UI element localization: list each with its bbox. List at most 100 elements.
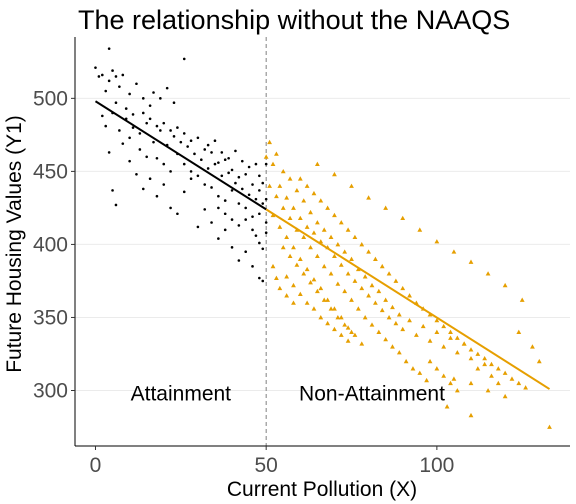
data-point-non-attainment xyxy=(342,322,348,327)
data-point-non-attainment xyxy=(342,249,348,254)
data-point-non-attainment xyxy=(451,376,457,381)
data-point-non-attainment xyxy=(270,263,276,269)
data-point-non-attainment xyxy=(267,183,272,188)
data-point-non-attainment xyxy=(332,212,337,218)
data-point-attainment xyxy=(182,190,186,194)
data-point-non-attainment xyxy=(454,388,460,393)
data-point-non-attainment xyxy=(489,373,494,378)
data-point-non-attainment xyxy=(448,335,453,340)
data-point-non-attainment xyxy=(318,315,324,320)
data-point-non-attainment xyxy=(349,329,354,334)
data-point-attainment xyxy=(138,148,142,151)
data-point-attainment xyxy=(196,225,200,229)
data-point-attainment xyxy=(244,250,247,254)
data-point-attainment xyxy=(258,212,261,216)
data-point-non-attainment xyxy=(352,234,358,240)
data-point-non-attainment xyxy=(468,259,474,264)
data-point-attainment xyxy=(264,162,268,166)
data-point-non-attainment xyxy=(427,358,433,364)
data-point-non-attainment xyxy=(280,205,286,210)
data-point-non-attainment xyxy=(335,315,341,320)
data-point-attainment xyxy=(128,136,131,140)
data-point-attainment xyxy=(189,170,193,173)
data-point-non-attainment xyxy=(352,332,358,337)
data-point-attainment xyxy=(264,221,268,224)
data-point-non-attainment xyxy=(441,323,447,329)
y-tick-label: 400 xyxy=(33,233,68,256)
data-point-non-attainment xyxy=(352,278,358,283)
data-point-attainment xyxy=(131,113,135,116)
data-point-attainment xyxy=(261,181,265,185)
data-point-non-attainment xyxy=(400,326,406,332)
data-point-attainment xyxy=(264,197,268,201)
data-point-non-attainment xyxy=(318,285,324,291)
data-point-non-attainment xyxy=(287,215,293,221)
data-point-non-attainment xyxy=(366,293,371,298)
data-point-non-attainment xyxy=(287,253,293,259)
data-point-non-attainment xyxy=(314,161,320,167)
data-point-non-attainment xyxy=(301,198,307,203)
data-point-non-attainment xyxy=(328,234,334,240)
data-point-attainment xyxy=(176,212,179,216)
data-point-attainment xyxy=(217,237,220,240)
data-point-non-attainment xyxy=(393,278,399,283)
data-point-attainment xyxy=(172,101,176,105)
data-point-non-attainment xyxy=(318,198,324,203)
data-point-non-attainment xyxy=(325,320,331,326)
data-point-non-attainment xyxy=(359,341,365,346)
data-point-non-attainment xyxy=(383,297,389,302)
data-point-attainment xyxy=(165,86,169,90)
data-point-attainment xyxy=(234,149,237,153)
data-point-non-attainment xyxy=(335,281,341,286)
y-tick-label: 350 xyxy=(33,306,68,329)
data-point-non-attainment xyxy=(434,317,440,323)
data-point-non-attainment xyxy=(516,329,522,334)
data-point-attainment xyxy=(223,228,227,232)
x-tick-label: 50 xyxy=(254,454,277,477)
data-point-attainment xyxy=(155,124,159,128)
data-point-attainment xyxy=(111,189,114,192)
data-point-non-attainment xyxy=(287,176,293,181)
y-tick-label: 500 xyxy=(33,87,68,110)
data-point-attainment xyxy=(107,151,111,154)
data-point-non-attainment xyxy=(345,338,351,343)
data-point-attainment xyxy=(258,189,261,192)
data-point-non-attainment xyxy=(342,288,348,294)
data-point-non-attainment xyxy=(325,205,331,210)
data-point-non-attainment xyxy=(332,306,337,311)
x-tick-label: 100 xyxy=(419,454,454,477)
data-point-attainment xyxy=(118,129,121,132)
data-point-attainment xyxy=(220,151,224,154)
data-point-attainment xyxy=(193,152,196,156)
chart-title: The relationship without the NAAQS xyxy=(78,5,510,35)
data-point-attainment xyxy=(182,57,186,61)
data-point-non-attainment xyxy=(311,230,317,235)
data-point-attainment xyxy=(206,167,210,170)
data-point-attainment xyxy=(230,246,234,249)
data-point-non-attainment xyxy=(267,139,272,145)
data-point-non-attainment xyxy=(407,293,412,298)
data-point-attainment xyxy=(240,187,244,191)
y-tick-label: 450 xyxy=(33,160,68,183)
data-point-non-attainment xyxy=(291,282,296,288)
data-point-attainment xyxy=(107,47,111,50)
data-point-attainment xyxy=(101,73,104,77)
data-point-non-attainment xyxy=(308,244,313,250)
data-point-attainment xyxy=(206,143,210,147)
data-point-non-attainment xyxy=(345,227,351,232)
data-point-attainment xyxy=(145,121,148,125)
data-point-attainment xyxy=(114,203,118,207)
data-point-non-attainment xyxy=(468,347,474,352)
data-point-non-attainment xyxy=(424,377,430,383)
data-point-non-attainment xyxy=(284,293,290,298)
data-point-non-attainment xyxy=(369,322,375,327)
trend-line-attainment xyxy=(94,100,267,211)
data-point-non-attainment xyxy=(338,315,344,320)
data-point-non-attainment xyxy=(349,183,354,188)
data-point-attainment xyxy=(251,215,254,218)
data-point-non-attainment xyxy=(386,271,392,276)
data-point-non-attainment xyxy=(321,263,327,269)
annotations: Attainment Non-Attainment xyxy=(131,382,445,405)
data-point-non-attainment xyxy=(420,323,426,329)
